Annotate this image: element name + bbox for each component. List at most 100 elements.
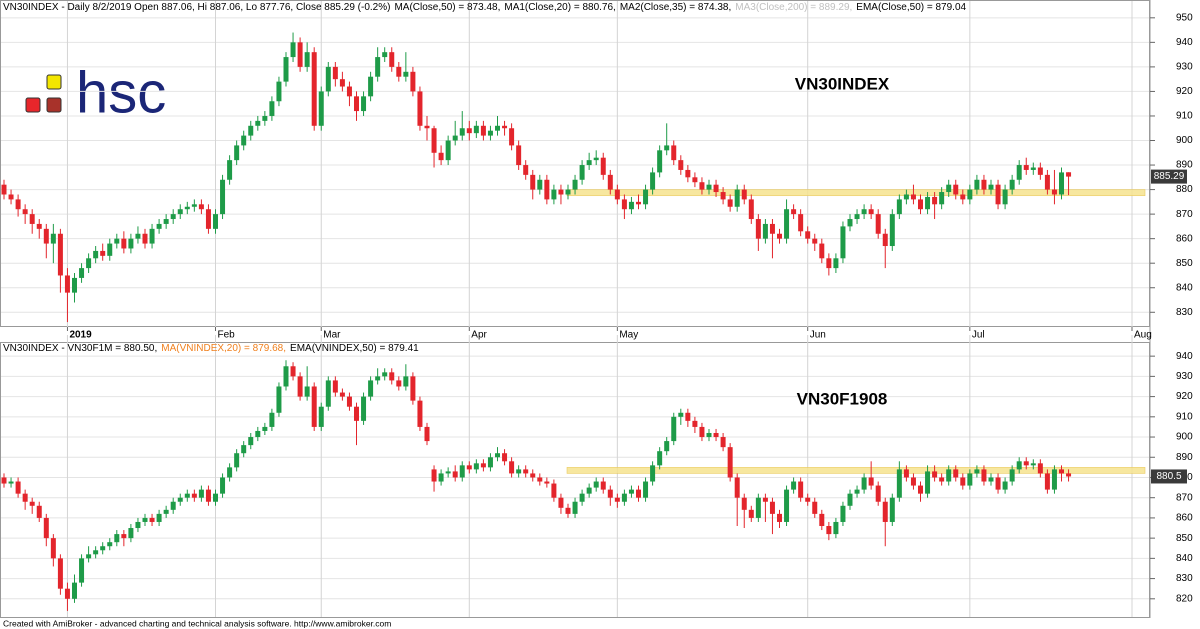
candle-body — [748, 509, 754, 518]
candle-body — [375, 376, 381, 381]
candle-body — [565, 189, 571, 195]
y-tick-label: 910 — [1176, 411, 1193, 422]
candle-body — [762, 497, 768, 502]
candle-body — [664, 145, 670, 151]
candle-body — [607, 174, 613, 190]
candle-body — [544, 179, 550, 200]
candle-body — [932, 471, 938, 478]
candle-body — [128, 238, 134, 249]
candle-body — [650, 172, 656, 190]
y-tick-label: 870 — [1176, 492, 1193, 503]
candle-body — [43, 517, 49, 539]
candle-body — [960, 477, 966, 486]
x-tick-label: Aug — [1134, 330, 1152, 341]
candle-body — [727, 199, 733, 207]
y-tick-label: 840 — [1176, 282, 1193, 293]
candle-body — [142, 517, 148, 522]
candle-body — [502, 453, 508, 462]
candle-body — [1051, 469, 1057, 490]
candle-body — [1044, 174, 1050, 190]
candle-body — [551, 483, 557, 498]
candle-body — [375, 57, 381, 77]
candle-body — [297, 376, 303, 397]
candle-body — [8, 194, 14, 200]
y-tick-label: 940 — [1176, 37, 1193, 48]
candle-body — [128, 528, 134, 539]
candle-body — [896, 199, 902, 215]
candle-body — [177, 497, 183, 502]
candle-body — [290, 366, 296, 377]
y-tick-label: 860 — [1176, 233, 1193, 244]
candle-body — [882, 501, 888, 522]
candle-body — [946, 184, 952, 193]
y-tick-label: 900 — [1176, 432, 1193, 443]
candle-body — [396, 66, 402, 77]
candle-body — [650, 465, 656, 482]
candle-body — [544, 481, 550, 484]
candle-body — [459, 465, 465, 478]
y-tick-label: 820 — [1176, 593, 1193, 604]
candle-body — [255, 120, 261, 126]
candle-body — [262, 115, 268, 121]
y-tick-label: 870 — [1176, 209, 1193, 220]
x-tick-label: Jul — [972, 330, 985, 341]
candle-body — [184, 493, 190, 498]
candle-body — [586, 160, 592, 166]
candle-body — [572, 501, 578, 514]
candle-body — [213, 493, 218, 502]
candle-body — [135, 233, 141, 239]
candle-body — [107, 542, 113, 547]
candle-body — [910, 477, 916, 486]
candle-body — [1, 477, 7, 484]
candle-body — [572, 179, 578, 190]
candle-body — [191, 204, 197, 207]
candle-body — [734, 477, 740, 498]
candle-body — [424, 426, 430, 442]
candle-body — [636, 201, 641, 205]
candle-body — [988, 477, 994, 482]
logo-square — [46, 74, 62, 90]
candle-body — [1002, 189, 1008, 205]
candle-body — [1009, 469, 1015, 482]
candle-body — [614, 189, 620, 200]
candle-body — [953, 184, 959, 195]
candle-body — [304, 386, 310, 397]
candle-body — [889, 497, 895, 522]
candle-body — [509, 128, 515, 146]
candle-body — [403, 376, 409, 387]
header-part: VN30INDEX - VN30F1M = 880.50, — [3, 343, 157, 354]
candle-body — [1009, 179, 1015, 190]
header-part: EMA(Close,50) = 879.04 — [856, 2, 966, 13]
candle-body — [50, 538, 56, 559]
candle-body — [29, 214, 35, 224]
candle-body — [241, 445, 247, 454]
candle-body — [487, 130, 493, 136]
candle-body — [283, 57, 289, 82]
candle-body — [495, 453, 500, 458]
candle-body — [79, 268, 85, 278]
candle-body — [537, 179, 543, 190]
footer: Created with AmiBroker - advanced charti… — [3, 618, 391, 628]
candle-body — [755, 497, 761, 518]
candle-body — [438, 152, 444, 161]
candle-body — [1037, 463, 1043, 474]
candle-body — [903, 469, 909, 478]
candle-body — [100, 250, 106, 256]
candle-body — [227, 160, 233, 180]
candle-body — [332, 380, 338, 393]
candle-body — [974, 469, 980, 474]
x-tick-label: May — [619, 330, 638, 341]
candle-body — [720, 192, 726, 200]
candle-body — [22, 209, 28, 215]
candle-body — [769, 223, 775, 234]
candle-body — [107, 243, 113, 256]
candle-body — [339, 392, 345, 397]
candle-body — [431, 469, 437, 482]
candle-body — [607, 489, 613, 498]
candle-body — [692, 177, 698, 183]
candle-body — [713, 432, 719, 438]
candle-body — [579, 165, 585, 180]
header-part: VN30INDEX - Daily 8/2/2019 Open 887.06, … — [3, 2, 390, 13]
candle-body — [431, 128, 437, 153]
candle-body — [896, 469, 902, 498]
